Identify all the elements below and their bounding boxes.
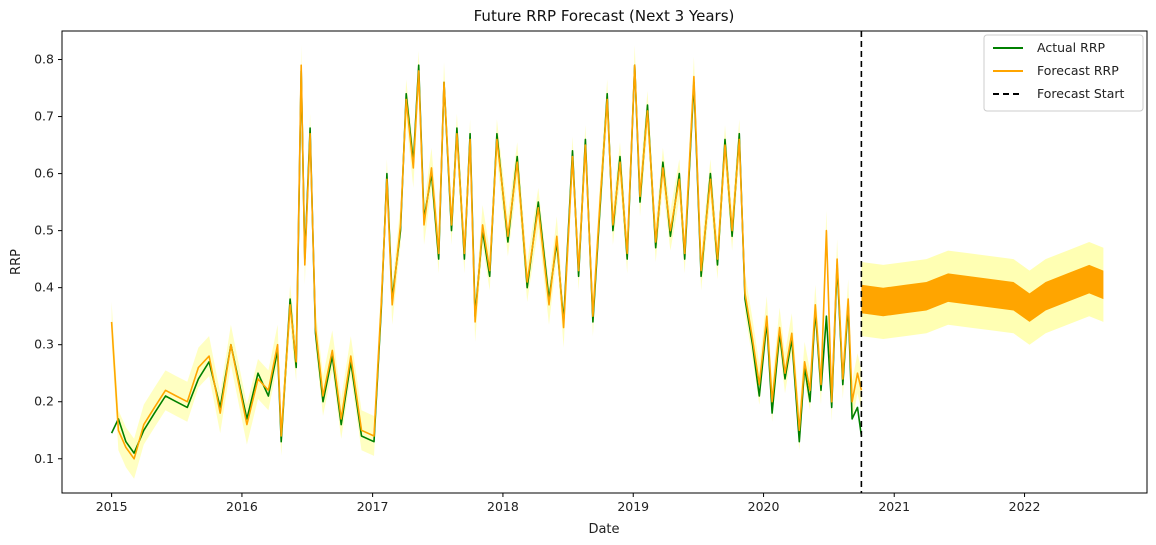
y-tick-label: 0.3: [34, 337, 54, 352]
y-tick-label: 0.2: [34, 394, 54, 409]
y-tick-label: 0.5: [34, 223, 54, 238]
legend-label-forecast-start: Forecast Start: [1037, 86, 1125, 101]
history-confidence-band: [111, 45, 862, 479]
x-tick-label: 2022: [1009, 499, 1041, 514]
x-tick-label: 2020: [748, 499, 780, 514]
x-tick-label: 2016: [226, 499, 258, 514]
x-tick-label: 2017: [357, 499, 389, 514]
y-axis-title: RRP: [9, 249, 24, 275]
y-tick-label: 0.4: [34, 280, 54, 295]
y-tick-label: 0.6: [34, 166, 54, 181]
legend: Actual RRP Forecast RRP Forecast Start: [983, 34, 1144, 112]
x-tick-label: 2015: [96, 499, 128, 514]
y-tick-label: 0.8: [34, 52, 54, 67]
legend-label-forecast: Forecast RRP: [1037, 63, 1119, 78]
chart-title: Future RRP Forecast (Next 3 Years): [474, 7, 735, 25]
legend-box: [983, 34, 1144, 112]
series-line-forecast-rrp: [110, 64, 863, 460]
x-tick-label: 2018: [487, 499, 519, 514]
y-tick-label: 0.1: [34, 451, 54, 466]
x-axis: 2015 2016 2017 2018 2019 2020 2021 2022: [96, 493, 1041, 514]
plot-area: [110, 31, 1104, 493]
x-tick-label: 2021: [878, 499, 910, 514]
x-axis-title: Date: [588, 522, 619, 537]
y-axis: 0.1 0.2 0.3 0.4 0.5 0.6 0.7 0.8: [34, 52, 62, 466]
legend-label-actual: Actual RRP: [1037, 40, 1106, 55]
y-tick-label: 0.7: [34, 109, 54, 124]
plot-frame: [61, 30, 1148, 494]
x-tick-label: 2019: [617, 499, 649, 514]
future-forecast-band: [861, 264, 1104, 322]
